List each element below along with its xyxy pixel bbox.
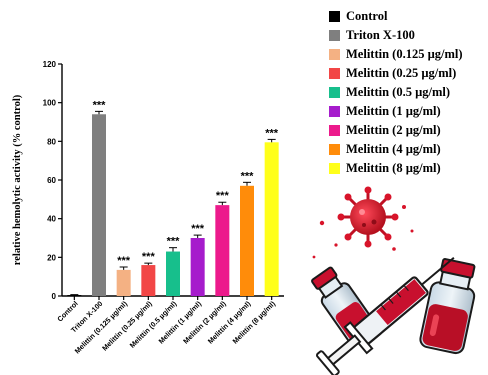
legend-label: Melittin (0.5 µg/ml) [346,85,451,99]
blood-drops [312,205,414,259]
legend: Control Triton X-100 Melittin (0.125 µg/ml… [329,7,487,178]
legend-label: Melittin (1 µg/ml) [346,104,441,118]
significance-label: *** [216,190,230,202]
x-tick-label: Melittin (4 µg/ml) [206,299,253,346]
bar [190,238,205,296]
vial-right-icon [419,258,476,355]
legend-label: Control [346,9,388,23]
legend-item: Melittin (1 µg/ml) [329,102,487,121]
significance-label: *** [167,236,181,248]
legend-swatch [329,68,340,79]
legend-swatch [329,125,340,136]
legend-label: Triton X-100 [346,28,415,42]
legend-label: Melittin (0.125 µg/ml) [346,47,463,61]
significance-label: *** [265,127,279,139]
y-tick-label: 100 [43,99,57,108]
y-tick-label: 20 [47,253,56,262]
significance-label: *** [142,251,156,263]
legend-item: Triton X-100 [329,26,487,45]
legend-swatch [329,87,340,98]
y-tick-label: 60 [47,176,56,185]
bar [116,269,131,296]
significance-label: *** [241,170,255,182]
bar [67,295,82,296]
bar [264,142,279,296]
virus-icon [337,186,399,248]
bar [92,114,106,297]
y-axis-label: relative hemolytic activity (% control) [12,94,23,265]
y-tick-label: 120 [43,60,57,69]
legend-swatch [329,144,340,155]
bar [141,265,156,296]
legend-label: Melittin (4 µg/ml) [346,142,441,156]
bar [240,185,254,296]
significance-label: *** [191,223,205,235]
legend-swatch [329,49,340,60]
significance-label: *** [93,99,107,111]
bar [215,205,230,296]
y-tick-label: 40 [47,215,56,224]
bars-group: *** *** *** *** *** *** *** *** [67,99,279,297]
legend-item: Melittin (8 µg/ml) [329,159,487,178]
x-tick-label: Melittin (8 µg/ml) [231,299,278,346]
significance-label: *** [117,255,131,267]
x-tick-label: Melittin (1 µg/ml) [157,299,204,346]
legend-swatch [329,106,340,117]
syringe-icon [316,256,455,375]
legend-label: Melittin (2 µg/ml) [346,123,441,137]
legend-label: Melittin (0.25 µg/ml) [346,66,457,80]
legend-swatch [329,163,340,174]
legend-label: Melittin (8 µg/ml) [346,161,441,175]
y-tick-label: 0 [52,292,57,301]
y-tick-label: 80 [47,137,56,146]
legend-swatch [329,30,340,41]
bar [166,251,180,296]
x-tick-label: Melittin (2 µg/ml) [181,299,228,346]
legend-item: Melittin (4 µg/ml) [329,140,487,159]
legend-swatch [329,11,340,22]
legend-item: Melittin (0.5 µg/ml) [329,83,487,102]
legend-item: Melittin (2 µg/ml) [329,121,487,140]
bar-chart: relative hemolytic activity (% control) … [12,60,284,356]
legend-item: Control [329,7,487,26]
legend-item: Melittin (0.25 µg/ml) [329,64,487,83]
virus-syringe-vials-illustration [311,186,476,375]
legend-item: Melittin (0.125 µg/ml) [329,45,487,64]
